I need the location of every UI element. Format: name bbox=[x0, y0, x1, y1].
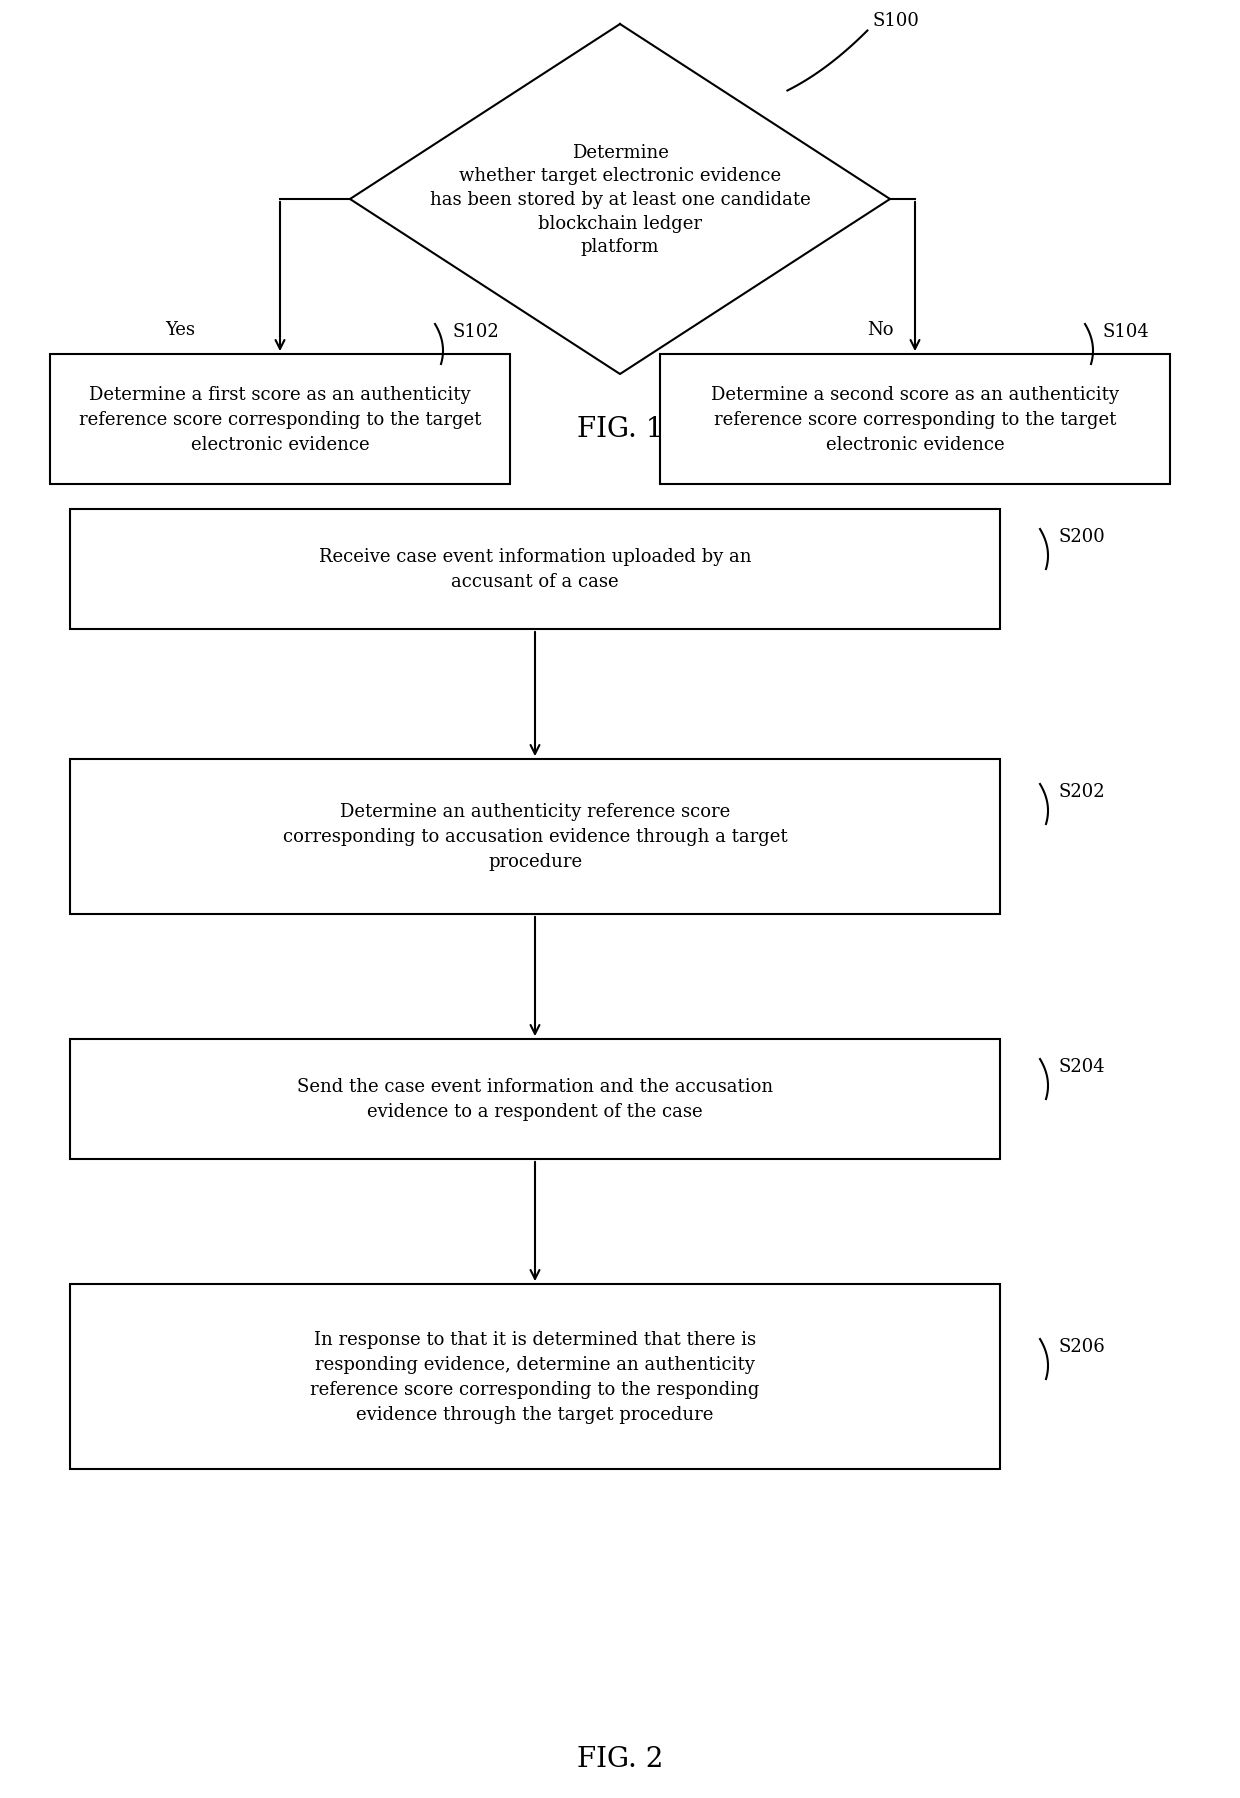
Text: In response to that it is determined that there is
responding evidence, determin: In response to that it is determined tha… bbox=[310, 1331, 760, 1424]
Text: FIG. 1: FIG. 1 bbox=[577, 417, 663, 444]
Text: Receive case event information uploaded by an
accusant of a case: Receive case event information uploaded … bbox=[319, 548, 751, 592]
Text: S102: S102 bbox=[453, 324, 500, 342]
Text: Send the case event information and the accusation
evidence to a respondent of t: Send the case event information and the … bbox=[296, 1077, 773, 1120]
Text: Yes: Yes bbox=[165, 320, 195, 338]
Text: S104: S104 bbox=[1104, 324, 1149, 342]
Bar bbox=[69, 509, 999, 629]
Text: S204: S204 bbox=[1058, 1057, 1105, 1075]
Bar bbox=[50, 354, 510, 485]
Text: S202: S202 bbox=[1058, 782, 1105, 800]
Bar bbox=[69, 759, 999, 915]
Text: Determine a second score as an authenticity
reference score corresponding to the: Determine a second score as an authentic… bbox=[711, 387, 1118, 453]
Text: FIG. 2: FIG. 2 bbox=[577, 1746, 663, 1773]
Bar bbox=[660, 354, 1171, 485]
Text: S200: S200 bbox=[1058, 527, 1105, 547]
Text: No: No bbox=[867, 320, 893, 338]
Text: Determine
whether target electronic evidence
has been stored by at least one can: Determine whether target electronic evid… bbox=[429, 144, 811, 255]
Text: S100: S100 bbox=[873, 13, 919, 31]
Bar bbox=[69, 1284, 999, 1469]
Bar bbox=[69, 1039, 999, 1160]
Text: Determine an authenticity reference score
corresponding to accusation evidence t: Determine an authenticity reference scor… bbox=[283, 804, 787, 870]
Text: S206: S206 bbox=[1058, 1338, 1105, 1356]
Text: Determine a first score as an authenticity
reference score corresponding to the : Determine a first score as an authentici… bbox=[79, 387, 481, 453]
